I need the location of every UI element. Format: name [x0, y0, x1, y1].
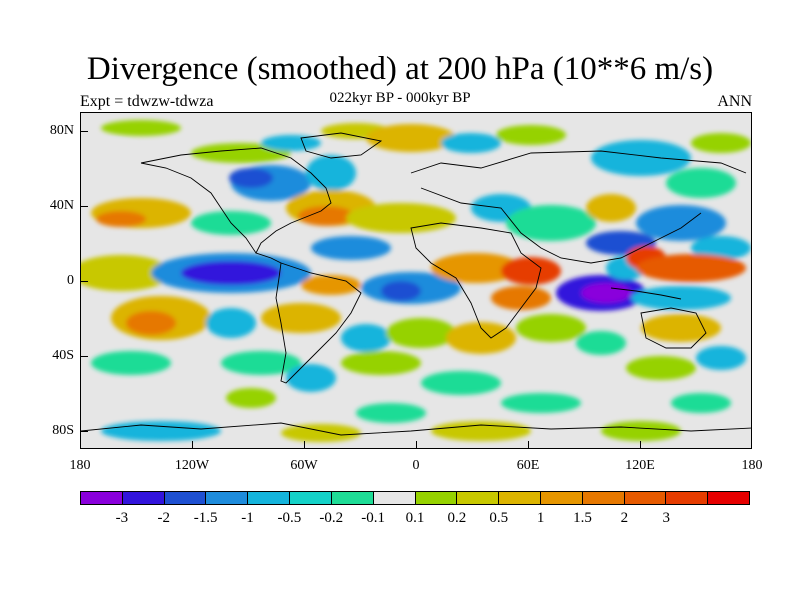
- colorbar-swatch: [81, 492, 123, 504]
- x-tick-label-60e: 60E: [516, 458, 540, 473]
- colorbar-label: 1: [536, 510, 545, 526]
- y-tick-mark: [80, 206, 88, 207]
- x-tick-label-0: 0: [412, 458, 420, 473]
- season-label: ANN: [717, 93, 752, 110]
- colorbar-swatch: [415, 492, 458, 504]
- x-tick-label-60w: 60W: [290, 458, 318, 473]
- x-tick-label-180w: 180: [69, 458, 91, 473]
- colorbar-label: -0.2: [319, 510, 344, 526]
- plot-title: Divergence (smoothed) at 200 hPa (10**6 …: [86, 51, 714, 87]
- y-tick-label-40s: 40S: [52, 348, 74, 363]
- colorbar-label: -0.1: [361, 510, 385, 526]
- x-tick-label-180e: 180: [741, 458, 763, 473]
- colorbar-swatch: [248, 492, 291, 504]
- colorbar-swatch: [624, 492, 667, 504]
- x-tick-mark: [528, 441, 529, 449]
- y-tick-label-80s: 80S: [52, 423, 74, 438]
- colorbar-swatch: [708, 492, 749, 504]
- x-tick-label-120e: 120E: [625, 458, 655, 473]
- colorbar-swatch: [290, 492, 332, 504]
- colorbar: [80, 491, 750, 505]
- y-tick-mark: [80, 131, 88, 132]
- coastlines: [81, 132, 751, 436]
- map-panel: [80, 112, 752, 449]
- colorbar-swatch: [164, 492, 207, 504]
- colorbar-swatch: [373, 492, 416, 504]
- colorbar-label: -0.5: [277, 510, 302, 526]
- colorbar-label: -1: [241, 510, 254, 526]
- colorbar-label: 1.5: [573, 510, 592, 526]
- y-tick-label-0: 0: [67, 273, 74, 288]
- x-tick-label-120w: 120W: [174, 458, 210, 473]
- y-tick-label-40n: 40N: [49, 198, 74, 213]
- colorbar-label: -3: [115, 510, 129, 526]
- colorbar-swatch: [666, 492, 709, 504]
- experiment-label: Expt = tdwzw-tdwza: [80, 93, 214, 110]
- colorbar-label: 0.5: [489, 510, 509, 526]
- colorbar-label: -2: [157, 510, 171, 526]
- colorbar-label: -1.5: [193, 510, 218, 526]
- y-tick-label-80n: 80N: [49, 123, 74, 138]
- colorbar-swatch: [206, 492, 249, 504]
- x-tick-mark: [640, 441, 641, 449]
- x-tick-mark: [416, 441, 417, 449]
- colorbar-swatch: [499, 492, 541, 504]
- divergence-map: [81, 113, 751, 448]
- x-tick-mark: [192, 441, 193, 449]
- plot-subtitle: 022kyr BP - 000kyr BP: [329, 90, 471, 106]
- y-tick-mark: [80, 356, 88, 357]
- x-tick-mark: [304, 441, 305, 449]
- colorbar-swatch: [582, 492, 625, 504]
- colorbar-label: 3: [662, 510, 671, 526]
- colorbar-swatch: [122, 492, 165, 504]
- y-tick-mark: [80, 281, 88, 282]
- colorbar-swatch: [457, 492, 500, 504]
- colorbar-swatch: [540, 492, 583, 504]
- colorbar-label: 0.1: [405, 510, 425, 526]
- divergence-field: [81, 120, 751, 442]
- y-tick-mark: [80, 431, 88, 432]
- colorbar-swatch: [331, 492, 374, 504]
- colorbar-label: 2: [620, 510, 629, 526]
- colorbar-label: 0.2: [447, 510, 467, 526]
